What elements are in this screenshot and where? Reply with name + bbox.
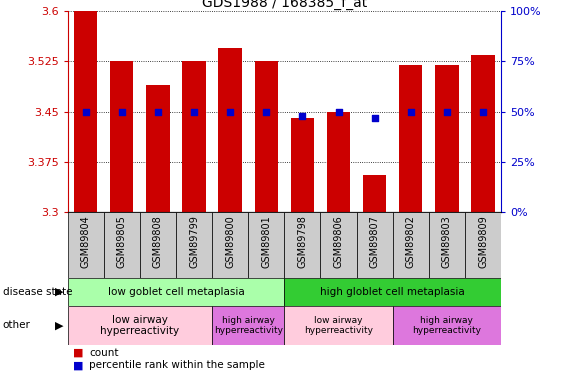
Text: ▶: ▶ (55, 320, 64, 330)
Bar (284, 278, 501, 306)
Title: GDS1988 / 168385_f_at: GDS1988 / 168385_f_at (202, 0, 367, 10)
Text: GSM89801: GSM89801 (261, 215, 271, 268)
Bar (327, 111, 350, 212)
Text: ■: ■ (73, 348, 84, 358)
Point (190, 108, 199, 114)
Text: percentile rank within the sample: percentile rank within the sample (89, 360, 265, 370)
Text: GSM89804: GSM89804 (81, 215, 91, 268)
Point (406, 108, 415, 114)
Bar (104, 212, 140, 278)
Bar (248, 212, 284, 278)
Text: other: other (3, 320, 31, 330)
Text: low airway
hyperreactivity: low airway hyperreactivity (100, 315, 180, 336)
Bar (435, 65, 459, 212)
Text: GSM89798: GSM89798 (297, 215, 307, 268)
Bar (465, 212, 501, 278)
Bar (176, 212, 212, 278)
Bar (68, 212, 104, 278)
Text: GSM89809: GSM89809 (478, 215, 488, 268)
Text: GSM89808: GSM89808 (153, 215, 163, 268)
Bar (284, 306, 393, 345)
Bar (320, 212, 356, 278)
Point (81, 108, 90, 114)
Bar (363, 175, 386, 212)
Text: GSM89807: GSM89807 (370, 215, 379, 268)
Bar (146, 85, 169, 212)
Bar (218, 48, 242, 212)
Bar (393, 306, 501, 345)
Bar (393, 212, 429, 278)
Bar (68, 278, 284, 306)
Text: high globlet cell metaplasia: high globlet cell metaplasia (320, 286, 465, 297)
Text: GSM89806: GSM89806 (333, 215, 343, 268)
Text: low airway
hyperreactivity: low airway hyperreactivity (304, 316, 373, 335)
Point (262, 108, 271, 114)
Text: count: count (89, 348, 118, 358)
Bar (140, 212, 176, 278)
Bar (182, 62, 205, 212)
Text: GSM89805: GSM89805 (117, 215, 127, 268)
Bar (254, 62, 278, 212)
Bar (356, 212, 393, 278)
Bar (399, 65, 422, 212)
Point (370, 115, 379, 121)
Text: disease state: disease state (3, 286, 72, 297)
Text: ▶: ▶ (55, 286, 64, 297)
Point (479, 108, 488, 114)
Text: ■: ■ (73, 360, 84, 370)
Bar (110, 62, 133, 212)
Text: GSM89800: GSM89800 (225, 215, 235, 268)
Text: high airway
hyperreactivity: high airway hyperreactivity (412, 316, 481, 335)
Point (153, 108, 162, 114)
Bar (284, 212, 320, 278)
Point (334, 108, 343, 114)
Bar (212, 306, 284, 345)
Point (298, 112, 307, 118)
Bar (68, 306, 212, 345)
Point (443, 108, 452, 114)
Text: high airway
hyperreactivity: high airway hyperreactivity (214, 316, 283, 335)
Bar (291, 118, 314, 212)
Bar (212, 212, 248, 278)
Bar (429, 212, 465, 278)
Text: GSM89803: GSM89803 (442, 215, 452, 268)
Point (226, 108, 235, 114)
Bar (471, 55, 495, 212)
Text: low goblet cell metaplasia: low goblet cell metaplasia (108, 286, 244, 297)
Text: GSM89799: GSM89799 (189, 215, 199, 268)
Point (117, 108, 126, 114)
Text: GSM89802: GSM89802 (406, 215, 415, 268)
Bar (74, 11, 97, 212)
